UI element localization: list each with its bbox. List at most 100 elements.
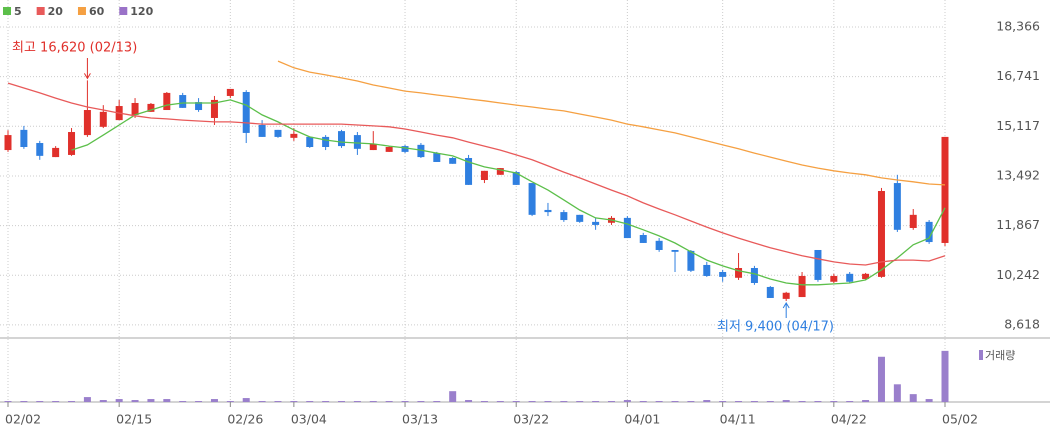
volume-bar xyxy=(655,401,663,402)
volume-bar xyxy=(179,401,187,402)
y-tick-label: 13,492 xyxy=(996,167,1040,182)
candle-body xyxy=(290,133,298,138)
volume-bar xyxy=(909,394,917,402)
candle-body xyxy=(99,111,107,127)
candle-body xyxy=(163,92,171,111)
candle-body xyxy=(147,103,155,112)
x-tick-label: 02/26 xyxy=(227,412,263,427)
candle-body xyxy=(480,170,488,181)
x-tick-label: 04/11 xyxy=(720,412,756,427)
volume-bar xyxy=(401,401,409,402)
volume-bar xyxy=(417,401,425,402)
legend-swatch xyxy=(119,7,128,15)
legend-swatch xyxy=(77,7,86,15)
volume-bar xyxy=(4,401,12,402)
candle-body xyxy=(814,249,822,280)
volume-bar xyxy=(306,401,314,402)
candle-body xyxy=(274,129,282,137)
volume-bar xyxy=(210,399,218,402)
volume-bar xyxy=(258,401,266,402)
candle-body xyxy=(830,275,838,282)
candle-body xyxy=(655,240,663,250)
candle-body xyxy=(735,268,743,278)
candle-body xyxy=(195,102,203,111)
candle-body xyxy=(862,273,870,280)
volume-bar xyxy=(52,401,60,402)
candle-body xyxy=(639,235,647,243)
candle-body xyxy=(322,136,330,147)
candle-body xyxy=(877,191,885,277)
candle-body xyxy=(846,273,854,282)
candle-body xyxy=(893,183,901,230)
candle-body xyxy=(433,153,441,162)
candle-body xyxy=(798,275,806,298)
volume-bar xyxy=(290,401,298,402)
volume-bar xyxy=(544,401,552,402)
candle-body xyxy=(719,271,727,277)
y-tick-label: 18,366 xyxy=(996,19,1040,34)
volume-bar xyxy=(385,401,393,402)
volume-bar xyxy=(671,401,679,402)
volume-bar xyxy=(862,400,870,402)
volume-bar xyxy=(798,401,806,402)
candle-body xyxy=(512,172,520,185)
volume-bar xyxy=(735,401,743,402)
legend-label: 60 xyxy=(89,5,105,18)
x-tick-label: 04/22 xyxy=(831,412,867,427)
candle-body xyxy=(401,146,409,152)
candle-body xyxy=(782,292,790,299)
candle-body xyxy=(131,102,139,115)
x-tick-label: 05/02 xyxy=(942,412,978,427)
volume-bar xyxy=(925,399,933,402)
candle-body xyxy=(83,110,91,136)
y-tick-label: 8,618 xyxy=(1004,316,1040,331)
volume-bar xyxy=(687,401,695,402)
candle-body xyxy=(465,157,473,185)
candle-body xyxy=(4,135,12,151)
volume-legend: 거래량 xyxy=(985,349,1015,362)
candle-body xyxy=(179,95,187,108)
candle-body xyxy=(687,250,695,271)
legend-label: 120 xyxy=(130,5,153,18)
x-tick-label: 02/15 xyxy=(116,412,152,427)
x-tick-label: 03/13 xyxy=(402,412,438,427)
candle-body xyxy=(703,264,711,276)
annotation-arrow xyxy=(83,58,91,80)
volume-bar xyxy=(528,401,536,402)
candle-body xyxy=(496,168,504,175)
volume-bar xyxy=(766,401,774,402)
legend-label: 20 xyxy=(48,5,64,18)
volume-bar xyxy=(576,401,584,402)
volume-bar xyxy=(877,356,885,402)
volume-bar xyxy=(353,401,361,402)
candle-body xyxy=(226,88,234,96)
candle-body xyxy=(528,183,536,215)
volume-bar xyxy=(322,401,330,402)
candle-body xyxy=(353,135,361,149)
volume-bar xyxy=(465,400,473,402)
candle-body xyxy=(623,217,631,239)
volume-bar xyxy=(163,399,171,402)
volume-bar xyxy=(560,401,568,402)
volume-bar xyxy=(83,397,91,402)
ma-line xyxy=(71,99,946,286)
candle-body xyxy=(925,221,933,243)
candle-body xyxy=(20,129,28,147)
candle-body xyxy=(385,146,393,152)
legend-label: 5 xyxy=(14,5,22,18)
candle-body xyxy=(36,143,44,156)
volume-bar xyxy=(639,401,647,402)
candle-body xyxy=(258,124,266,137)
x-tick-label: 03/22 xyxy=(513,412,549,427)
volume-bar xyxy=(115,399,123,402)
candle-body xyxy=(210,99,218,118)
volume-bar xyxy=(830,401,838,402)
volume-bar xyxy=(592,401,600,402)
x-tick-label: 04/01 xyxy=(624,412,660,427)
x-tick-label: 02/02 xyxy=(5,412,41,427)
volume-bar xyxy=(607,401,615,402)
volume-bar xyxy=(480,401,488,402)
volume-bar xyxy=(512,401,520,402)
candle-body xyxy=(544,209,552,213)
